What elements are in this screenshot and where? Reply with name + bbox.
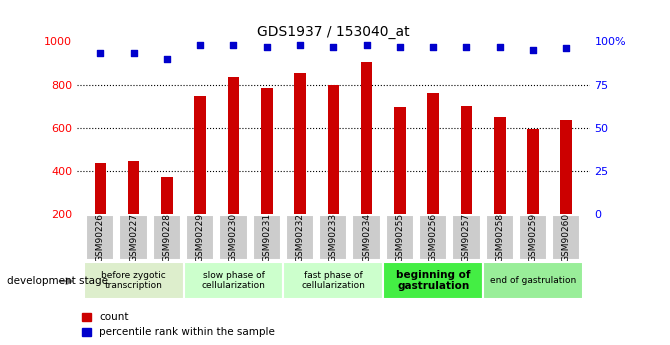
FancyBboxPatch shape: [186, 215, 214, 259]
Point: [95, 51, 106, 56]
Bar: [228, 77, 239, 257]
Point: [128, 51, 139, 56]
Bar: [261, 88, 273, 257]
Bar: [394, 107, 406, 257]
FancyBboxPatch shape: [319, 215, 348, 259]
FancyBboxPatch shape: [386, 215, 414, 259]
Point: [561, 46, 572, 51]
Bar: [527, 129, 539, 257]
FancyBboxPatch shape: [184, 262, 283, 299]
Bar: [427, 93, 439, 257]
Text: GSM90258: GSM90258: [495, 213, 505, 262]
FancyBboxPatch shape: [452, 215, 480, 259]
Text: GSM90256: GSM90256: [429, 213, 438, 262]
Point: [161, 56, 172, 61]
Text: GSM90232: GSM90232: [295, 213, 305, 262]
Text: GSM90257: GSM90257: [462, 213, 471, 262]
Text: end of gastrulation: end of gastrulation: [490, 276, 576, 285]
Text: GSM90229: GSM90229: [196, 213, 205, 262]
FancyBboxPatch shape: [286, 215, 314, 259]
FancyBboxPatch shape: [486, 215, 514, 259]
Bar: [461, 106, 472, 257]
FancyBboxPatch shape: [419, 215, 448, 259]
Text: development stage: development stage: [7, 276, 108, 286]
Point: [228, 42, 239, 48]
Bar: [161, 177, 173, 257]
Text: beginning of
gastrulation: beginning of gastrulation: [396, 269, 470, 291]
Bar: [328, 85, 339, 257]
Text: GSM90233: GSM90233: [329, 213, 338, 262]
Title: GDS1937 / 153040_at: GDS1937 / 153040_at: [257, 25, 409, 39]
FancyBboxPatch shape: [552, 215, 580, 259]
Text: GSM90234: GSM90234: [362, 213, 371, 262]
Point: [295, 42, 306, 48]
Point: [361, 42, 372, 48]
Point: [461, 44, 472, 49]
FancyBboxPatch shape: [519, 215, 547, 259]
FancyBboxPatch shape: [153, 215, 181, 259]
Text: GSM90260: GSM90260: [562, 213, 571, 262]
Text: GSM90228: GSM90228: [162, 213, 172, 262]
Point: [428, 44, 439, 49]
Bar: [194, 96, 206, 257]
Text: GSM90231: GSM90231: [262, 213, 271, 262]
Bar: [294, 73, 306, 257]
FancyBboxPatch shape: [383, 262, 483, 299]
Point: [494, 44, 505, 49]
Bar: [494, 117, 506, 257]
Text: before zygotic
transcription: before zygotic transcription: [101, 270, 166, 290]
Point: [395, 44, 405, 49]
Point: [528, 47, 539, 53]
Text: fast phase of
cellularization: fast phase of cellularization: [302, 270, 365, 290]
FancyBboxPatch shape: [352, 215, 381, 259]
FancyBboxPatch shape: [86, 215, 115, 259]
Text: GSM90230: GSM90230: [229, 213, 238, 262]
FancyBboxPatch shape: [219, 215, 248, 259]
Legend: count, percentile rank within the sample: count, percentile rank within the sample: [82, 312, 275, 337]
FancyBboxPatch shape: [483, 262, 583, 299]
Text: GSM90227: GSM90227: [129, 213, 138, 262]
Text: slow phase of
cellularization: slow phase of cellularization: [202, 270, 265, 290]
Bar: [360, 62, 373, 257]
Bar: [561, 120, 572, 257]
Bar: [128, 161, 139, 257]
FancyBboxPatch shape: [119, 215, 148, 259]
Point: [195, 42, 206, 48]
Text: GSM90255: GSM90255: [395, 213, 405, 262]
Text: GSM90226: GSM90226: [96, 213, 105, 262]
Text: GSM90259: GSM90259: [529, 213, 537, 262]
Point: [261, 44, 272, 49]
Point: [328, 44, 339, 49]
FancyBboxPatch shape: [84, 262, 184, 299]
FancyBboxPatch shape: [253, 215, 281, 259]
FancyBboxPatch shape: [283, 262, 383, 299]
Bar: [94, 163, 106, 257]
